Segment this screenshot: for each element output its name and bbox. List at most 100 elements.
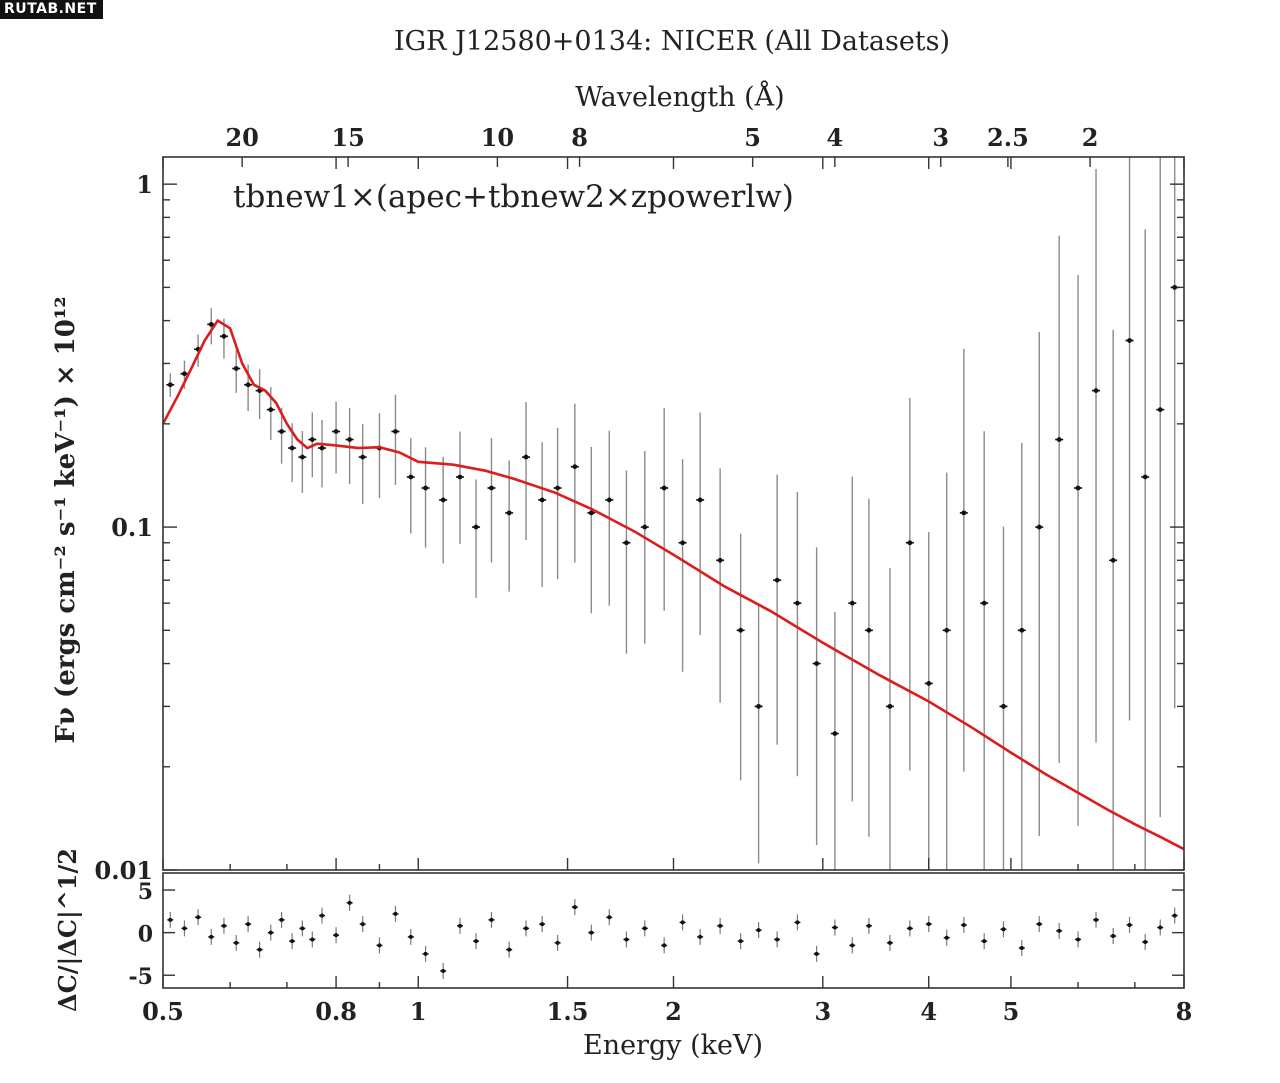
residual-point (408, 934, 413, 939)
residual-point (926, 922, 931, 927)
residual-point (540, 922, 545, 927)
chart-title: IGR J12580+0134: NICER (All Datasets) (394, 26, 950, 57)
residual-point (507, 947, 512, 952)
residual-point (944, 935, 949, 940)
residual-point (718, 923, 723, 928)
residual-point (1076, 937, 1081, 942)
residual-point (1019, 945, 1024, 950)
data-point (1001, 703, 1006, 709)
residual-point (756, 928, 761, 933)
residual-point (907, 926, 912, 931)
residual-point (347, 900, 352, 905)
data-point (1172, 284, 1178, 290)
data-point (489, 485, 494, 491)
data-point (539, 497, 545, 503)
data-point (717, 557, 723, 563)
y-tick-label: 0.1 (111, 513, 153, 542)
data-point (1110, 557, 1116, 563)
top-axis-label: Wavelength (Å) (575, 80, 784, 113)
data-point (680, 540, 685, 546)
residual-point (642, 926, 647, 931)
data-point (1127, 338, 1132, 343)
data-point (1157, 407, 1163, 413)
data-point (849, 600, 855, 606)
wavelength-tick-label: 3 (932, 123, 949, 152)
data-point (393, 429, 398, 434)
data-point (1036, 524, 1042, 530)
wavelength-tick-label: 8 (571, 123, 588, 152)
residual-point (850, 943, 855, 948)
residual-point (572, 905, 577, 910)
data-point (866, 627, 872, 633)
data-point (309, 437, 315, 442)
data-point (167, 382, 173, 388)
residual-point (1094, 917, 1099, 922)
residual-panel-frame (162, 872, 1185, 989)
residual-point (555, 940, 560, 945)
x-tick-label: 1 (410, 997, 427, 1026)
data-point (423, 485, 428, 491)
x-tick-label: 5 (1003, 997, 1020, 1026)
data-point (572, 464, 578, 470)
residual-point (457, 923, 462, 928)
residual-point (1172, 913, 1177, 918)
data-point (279, 429, 285, 434)
tick-labels: 0.5 0.8 1 1.5 2 3 4 5 820 15 10 8 5 4 3 2.5 210.10.0150-… (51, 123, 1192, 1026)
residual-point (234, 940, 239, 945)
residual-point (524, 926, 529, 931)
residual-point (489, 917, 494, 922)
data-point (661, 485, 667, 491)
residual-point (1111, 934, 1116, 939)
data-point (1056, 437, 1062, 442)
model-line (161, 318, 1185, 851)
residual-point (423, 951, 428, 956)
residual-point (360, 922, 365, 927)
residual-point (795, 920, 800, 925)
data-point (333, 429, 339, 434)
data-points (166, 284, 1179, 736)
residual-point (168, 917, 173, 922)
residual-point (680, 920, 685, 925)
residual-point (814, 951, 819, 956)
data-point (289, 445, 295, 451)
residual-y-axis-label: ΔC/|ΔC|^1/2 (53, 848, 82, 1012)
data-point (299, 454, 305, 460)
residual-point (738, 939, 743, 944)
data-point (268, 407, 274, 413)
wavelength-tick-label: 4 (826, 123, 843, 152)
error-bars (169, 157, 1176, 870)
residual-point (300, 926, 305, 931)
residual-point (268, 930, 273, 935)
residual-point (441, 968, 446, 973)
data-point (642, 524, 648, 530)
x-tick-label: 1.5 (547, 997, 589, 1026)
residual-y-tick-label: 0 (138, 922, 153, 948)
residual-point (607, 915, 612, 920)
x-tick-label: 2 (665, 997, 682, 1026)
data-point (961, 510, 967, 516)
data-point (907, 540, 913, 546)
x-tick-label: 8 (1176, 997, 1193, 1026)
residual-point (320, 913, 325, 918)
residual-point (1037, 922, 1042, 927)
data-point (347, 437, 353, 442)
data-point (606, 497, 612, 503)
x-axis-label: Energy (keV) (583, 1030, 763, 1061)
data-point (697, 497, 703, 503)
data-point (208, 321, 214, 327)
data-point (1142, 474, 1148, 480)
y-tick-label: 1 (136, 170, 153, 199)
data-point (473, 524, 479, 530)
y-axis-label: Fν (ergs cm⁻² s⁻¹ keV⁻¹) × 10¹² (51, 296, 81, 743)
data-point (1093, 388, 1099, 394)
residual-point (290, 939, 295, 944)
residual-point (1001, 927, 1006, 932)
residual-point (866, 923, 871, 928)
data-point (981, 600, 987, 606)
residual-point (1127, 922, 1132, 927)
residual-point (246, 922, 251, 927)
residual-point (257, 947, 262, 952)
residual-y-tick-label: -5 (129, 964, 153, 990)
wavelength-tick-label: 15 (331, 123, 364, 152)
residual-point (624, 937, 629, 942)
